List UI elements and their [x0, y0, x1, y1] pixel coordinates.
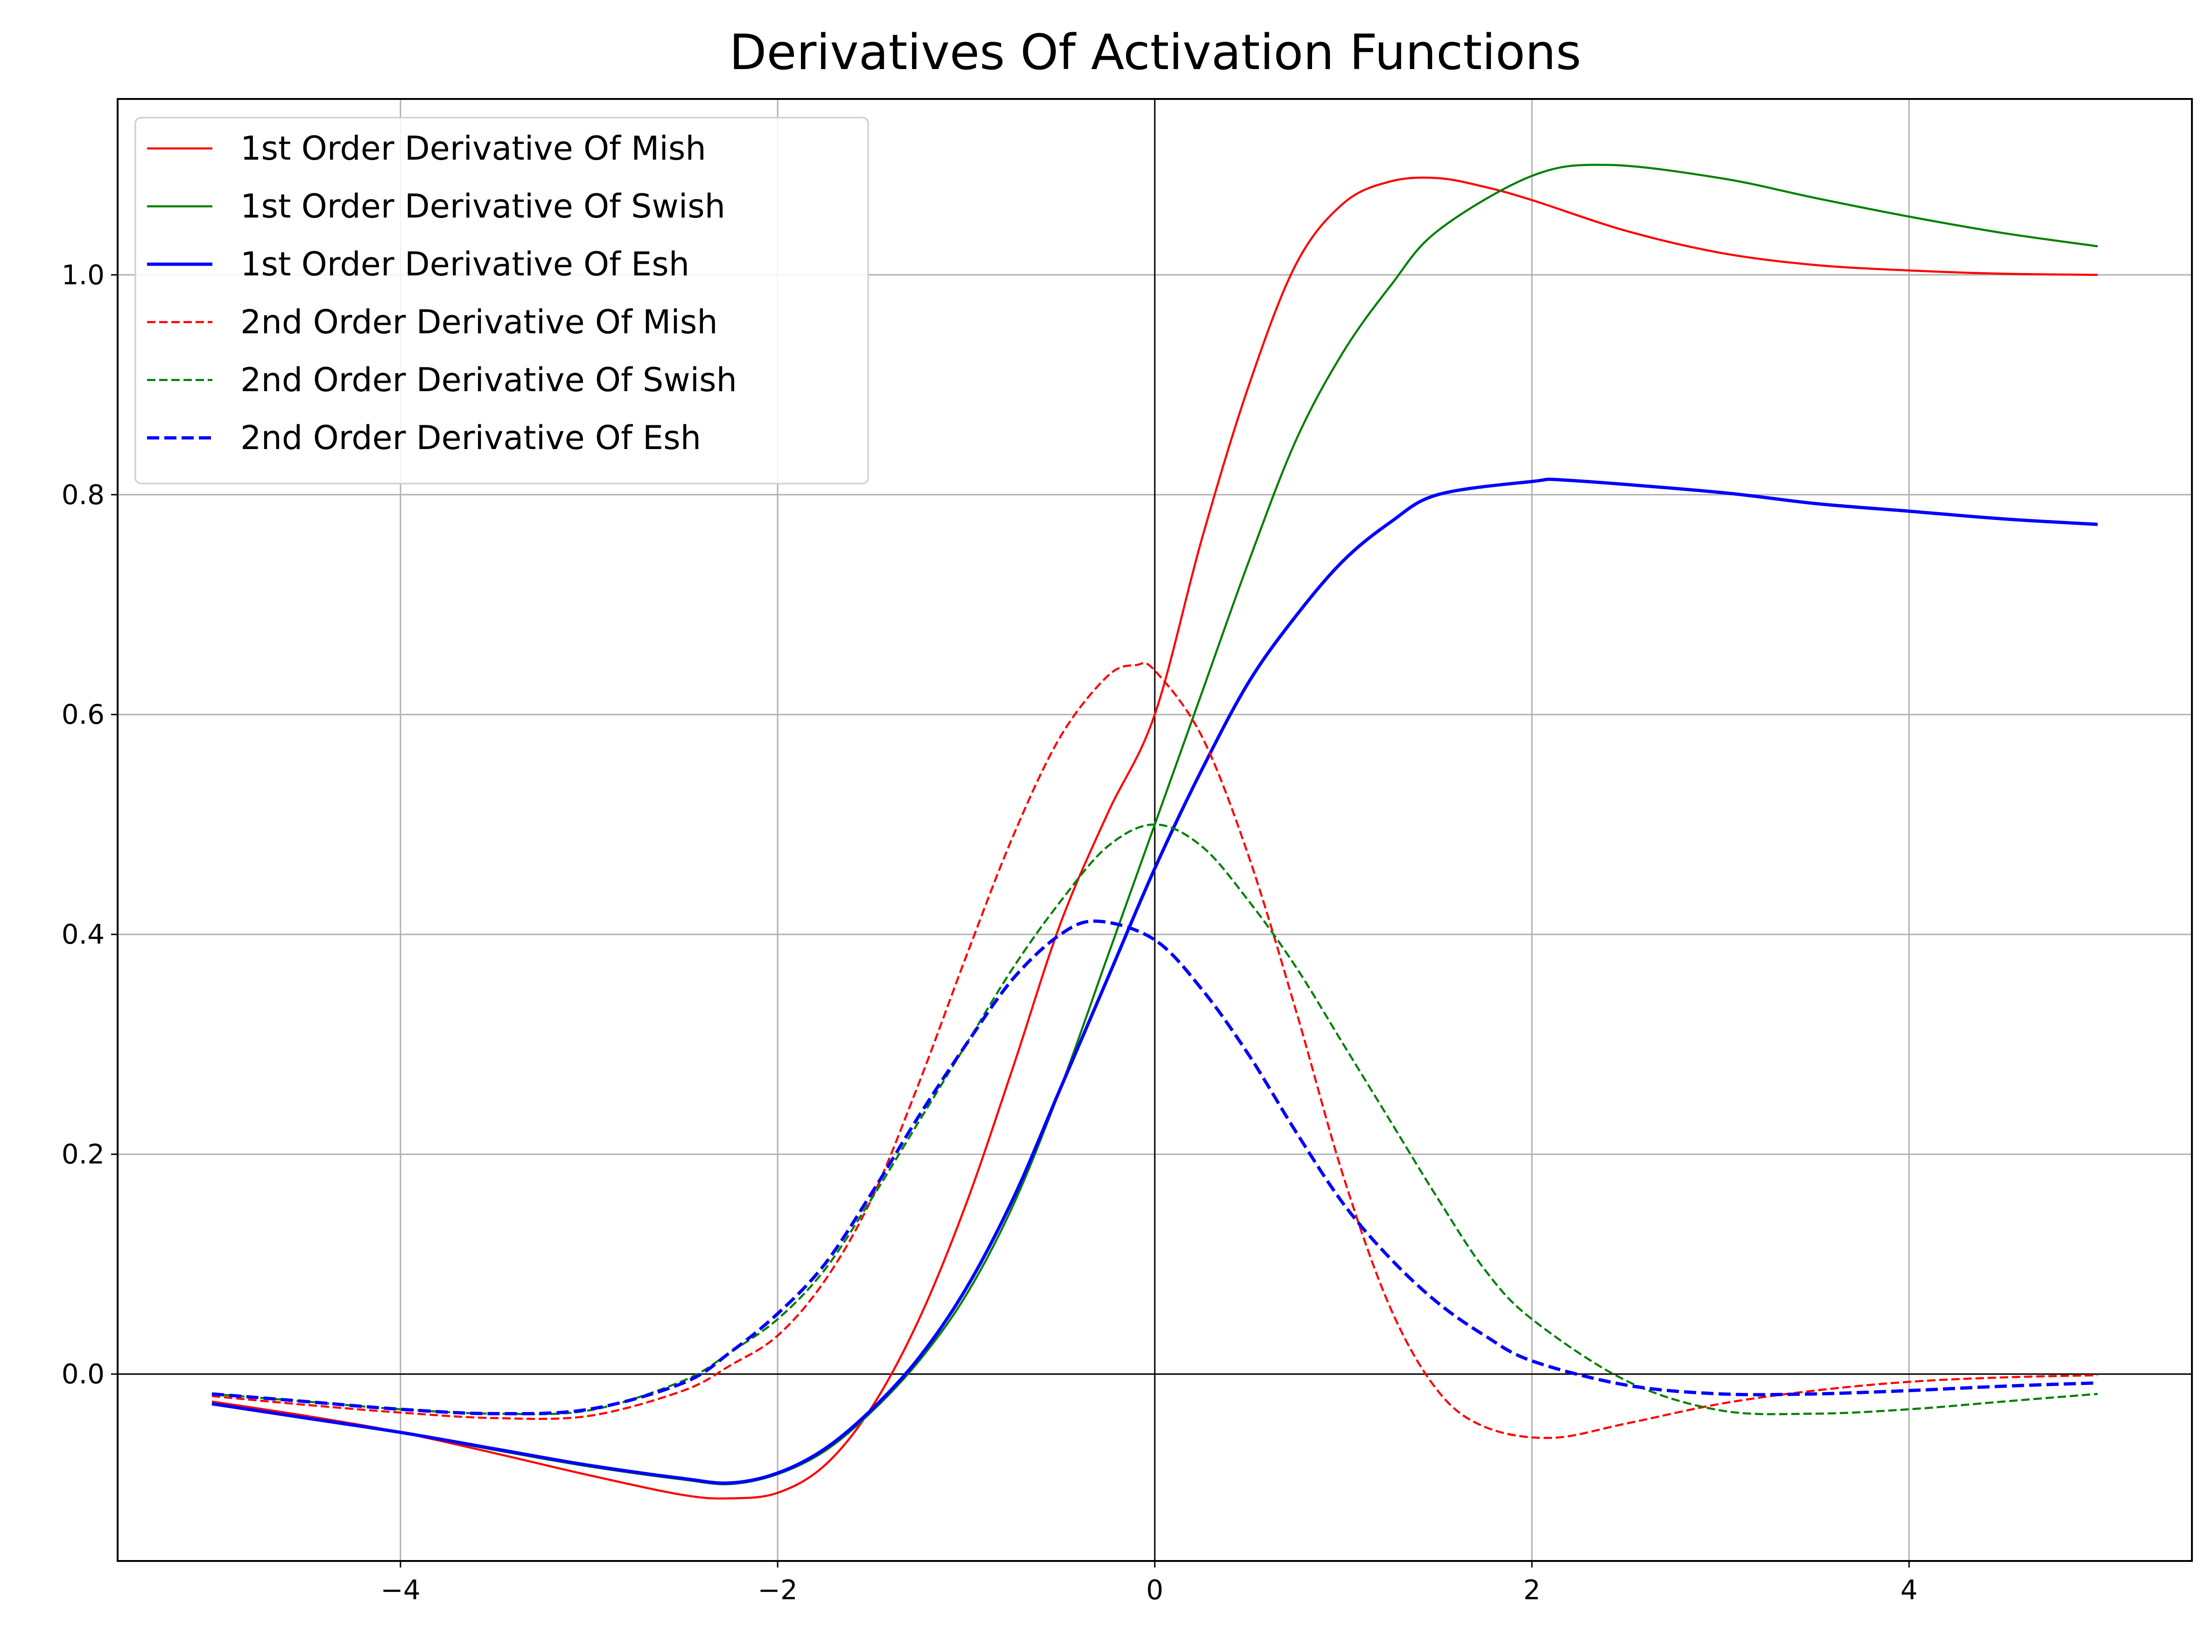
x-tick-label: 2 — [1524, 1574, 1541, 1606]
y-tick-label: 0.8 — [62, 479, 105, 511]
y-tick-label: 0.6 — [62, 699, 105, 731]
legend-label-2nd-order-derivative-of-mish: 2nd Order Derivative Of Mish — [240, 303, 718, 341]
y-tick-label: 0.2 — [62, 1139, 105, 1170]
x-tick-label: 0 — [1146, 1574, 1164, 1606]
legend: 1st Order Derivative Of Mish 1st Order De… — [134, 117, 869, 485]
x-tick-label: −4 — [380, 1574, 421, 1606]
series-lines — [211, 163, 2098, 1500]
y-tick-label: 0.4 — [62, 919, 105, 950]
series-line-2nd-order-derivative-of-esh — [211, 919, 2098, 1415]
legend-label-2nd-order-derivative-of-swish: 2nd Order Derivative Of Swish — [240, 361, 737, 399]
zero-lines — [118, 99, 2192, 1561]
plot-area — [211, 163, 2098, 1500]
x-tick-label: −2 — [758, 1574, 798, 1606]
legend-label-1st-order-derivative-of-swish: 1st Order Derivative Of Swish — [240, 187, 725, 225]
x-tick-label: 4 — [1901, 1574, 1918, 1606]
series-line-1st-order-derivative-of-mish — [211, 176, 2098, 1500]
x-axis-ticks: −4 −2 0 2 4 — [380, 1561, 1917, 1606]
series-line-2nd-order-derivative-of-mish — [211, 662, 2098, 1439]
legend-label-1st-order-derivative-of-mish: 1st Order Derivative Of Mish — [240, 129, 706, 168]
y-axis-ticks: 0.0 0.2 0.4 0.6 0.8 1.0 — [62, 259, 118, 1390]
y-tick-label: 1.0 — [62, 259, 105, 291]
y-tick-label: 0.0 — [62, 1358, 105, 1390]
legend-label-2nd-order-derivative-of-esh: 2nd Order Derivative Of Esh — [240, 419, 701, 457]
legend-box — [134, 117, 869, 485]
legend-label-1st-order-derivative-of-esh: 1st Order Derivative Of Esh — [240, 245, 689, 283]
series-line-1st-order-derivative-of-esh — [211, 478, 2098, 1485]
chart-title: Derivatives Of Activation Functions — [729, 24, 1581, 81]
